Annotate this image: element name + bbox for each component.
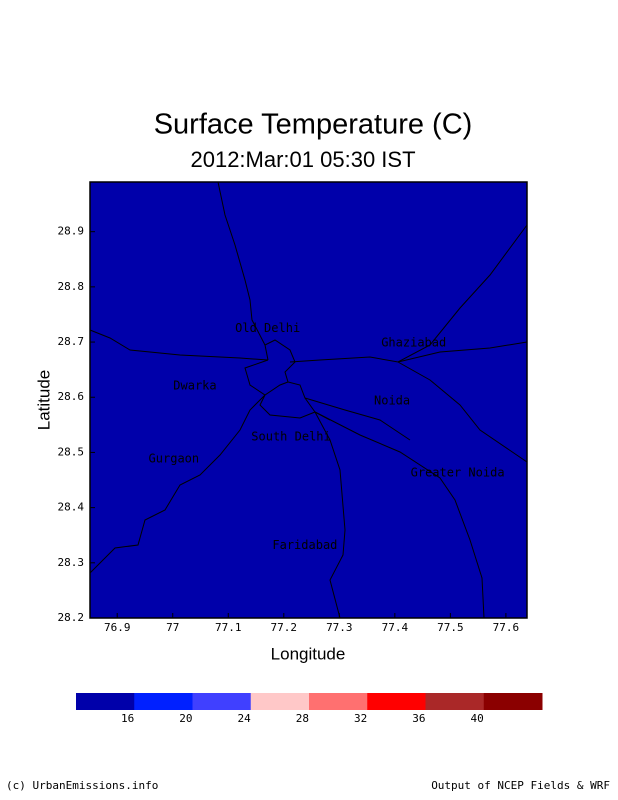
road: [89, 329, 269, 361]
y-tick-label: 28.6: [58, 390, 85, 403]
colorbar-box: [192, 693, 252, 710]
place-label: Dwarka: [173, 379, 216, 393]
y-tick-label: 28.2: [58, 611, 85, 624]
road: [304, 397, 411, 441]
colorbar-tick-label: 40: [471, 712, 484, 725]
x-axis-label: Longitude: [271, 644, 346, 663]
place-label: Old Delhi: [235, 321, 300, 335]
x-tick-label: 77.4: [382, 621, 409, 634]
y-tick-label: 28.9: [58, 225, 85, 238]
place-label: Noida: [374, 394, 410, 408]
y-tick-label: 28.8: [58, 280, 85, 293]
x-tick-label: 76.9: [104, 621, 131, 634]
colorbar-box: [76, 693, 135, 710]
y-tick-label: 28.3: [58, 556, 85, 569]
road: [264, 339, 331, 421]
road: [259, 394, 316, 419]
road: [314, 411, 485, 619]
place-label: Greater Noida: [411, 465, 505, 479]
colorbar-tick-label: 28: [296, 712, 309, 725]
place-label: Faridabad: [272, 538, 337, 552]
footer-left: (c) UrbanEmissions.info: [6, 779, 158, 792]
road: [89, 394, 266, 574]
chart-title: Surface Temperature (C): [154, 109, 473, 141]
colorbar-box: [483, 693, 543, 710]
road: [397, 341, 528, 363]
y-tick-label: 28.5: [58, 445, 85, 458]
colorbar-tick-label: 16: [121, 712, 134, 725]
colorbar-tick-label: 24: [238, 712, 252, 725]
colorbar-box: [367, 693, 426, 710]
x-tick-label: 77.3: [326, 621, 353, 634]
colorbar-tick-label: 36: [412, 712, 425, 725]
chart-subtitle: 2012:Mar:01 05:30 IST: [190, 147, 415, 172]
place-label: Gurgaon: [149, 452, 200, 466]
road: [397, 361, 528, 463]
temperature-field: [90, 182, 527, 618]
plot-frame: [89, 181, 528, 619]
road: [244, 359, 289, 396]
footer-right: Output of NCEP Fields & WRF: [431, 779, 610, 792]
colorbar-box: [250, 693, 310, 710]
colorbar-tick-label: 20: [179, 712, 192, 725]
place-label: South Delhi: [251, 429, 330, 443]
x-tick-label: 77: [166, 621, 179, 634]
roads: [89, 181, 528, 619]
road: [217, 181, 266, 346]
place-label: Ghaziabad: [381, 336, 446, 350]
x-tick-label: 77.6: [493, 621, 520, 634]
x-tick-label: 77.1: [215, 621, 242, 634]
y-tick-label: 28.4: [58, 501, 85, 514]
y-tick-label: 28.7: [58, 335, 85, 348]
road: [314, 411, 346, 619]
x-tick-label: 77.5: [437, 621, 464, 634]
colorbar-box: [425, 693, 485, 710]
colorbar-box: [134, 693, 193, 710]
x-tick-label: 77.2: [271, 621, 298, 634]
colorbar-box: [309, 693, 368, 710]
colorbar-tick-label: 32: [354, 712, 367, 725]
y-axis-label: Latitude: [34, 370, 53, 431]
road: [289, 224, 528, 363]
